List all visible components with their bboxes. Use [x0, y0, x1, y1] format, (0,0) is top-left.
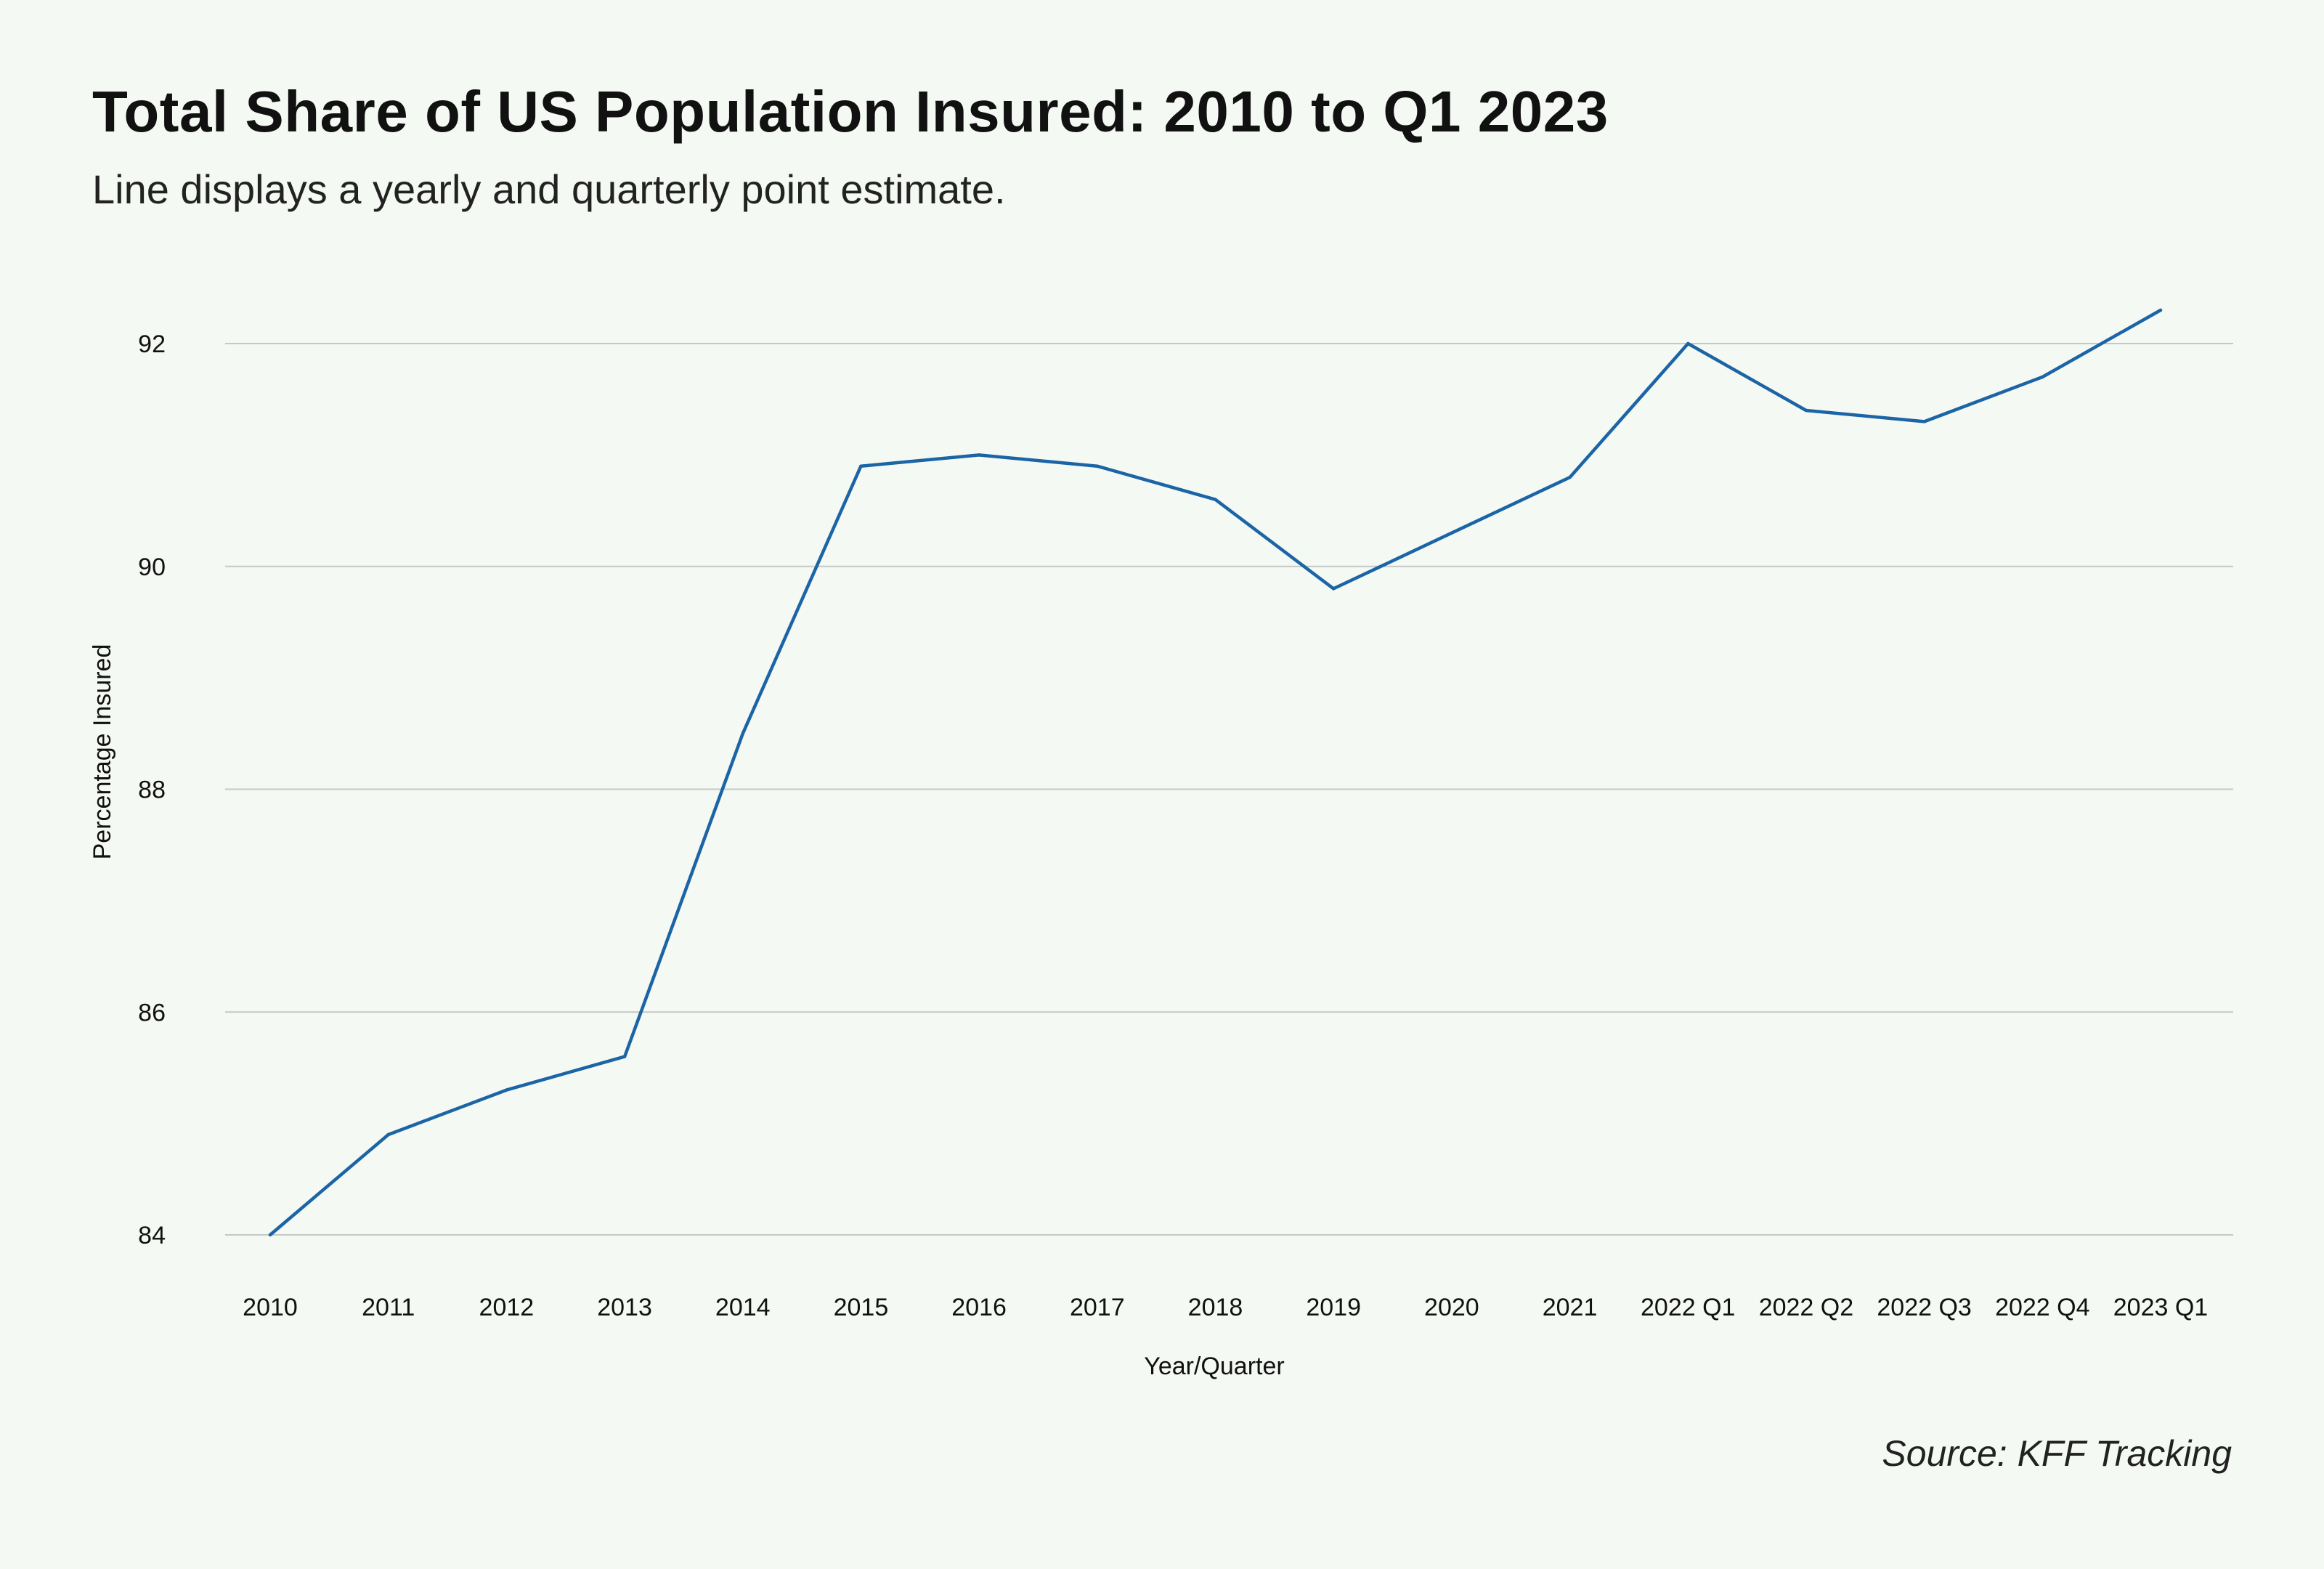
x-tick-label: 2016 — [951, 1294, 1007, 1321]
data-point — [1568, 475, 1572, 479]
x-axis-title: Year/Quarter — [1144, 1353, 1284, 1380]
x-tick-label: 2018 — [1188, 1294, 1243, 1321]
y-tick-label: 90 — [138, 554, 166, 581]
data-point — [2158, 308, 2163, 312]
data-point — [268, 1233, 272, 1237]
x-tick-label: 2011 — [362, 1294, 415, 1321]
data-point — [1686, 341, 1690, 346]
y-axis-ticks: 84 86 88 90 92 — [138, 331, 166, 1249]
x-tick-label: 2012 — [479, 1294, 535, 1321]
data-point — [386, 1132, 390, 1137]
x-tick-label: 2019 — [1306, 1294, 1361, 1321]
data-point — [741, 731, 744, 736]
gridlines — [225, 343, 2233, 1236]
x-tick-label: 2020 — [1424, 1294, 1479, 1321]
y-axis-title: Percentage Insured — [89, 644, 116, 860]
x-tick-label: 2022 Q3 — [1877, 1294, 1971, 1321]
y-tick-label: 84 — [138, 1222, 166, 1249]
x-tick-label: 2023 Q1 — [2113, 1294, 2208, 1321]
x-tick-label: 2010 — [243, 1294, 298, 1321]
x-tick-label: 2015 — [834, 1294, 889, 1321]
data-point — [505, 1088, 508, 1092]
chart-subtitle: Line displays a yearly and quarterly poi… — [92, 166, 1006, 212]
series-line — [268, 308, 2163, 1237]
data-point — [1922, 420, 1926, 423]
source-note: Source: KFF Tracking — [1882, 1433, 2232, 1474]
x-axis-ticks: 2010 2011 2012 2013 2014 2015 2016 2017 2018 2019… — [243, 1294, 2208, 1321]
data-point — [1331, 587, 1336, 591]
x-tick-label: 2017 — [1070, 1294, 1125, 1321]
data-point — [2041, 375, 2044, 379]
data-point — [859, 464, 863, 468]
data-point — [1450, 531, 1454, 535]
y-tick-label: 92 — [138, 331, 166, 358]
data-point — [622, 1055, 627, 1058]
x-tick-label: 2013 — [597, 1294, 652, 1321]
x-tick-label: 2022 Q4 — [1995, 1294, 2089, 1321]
x-tick-label: 2022 Q2 — [1759, 1294, 1853, 1321]
data-point — [1214, 498, 1217, 501]
data-point — [977, 453, 981, 457]
x-tick-label: 2022 Q1 — [1641, 1294, 1735, 1321]
data-point — [1095, 464, 1100, 468]
x-tick-label: 2014 — [715, 1294, 771, 1321]
chart-title: Total Share of US Population Insured: 20… — [92, 79, 1609, 144]
series-layer — [268, 308, 2163, 1237]
data-point — [1804, 408, 1808, 413]
x-tick-label: 2021 — [1543, 1294, 1598, 1321]
y-tick-label: 88 — [138, 777, 166, 804]
y-tick-label: 86 — [138, 999, 166, 1026]
